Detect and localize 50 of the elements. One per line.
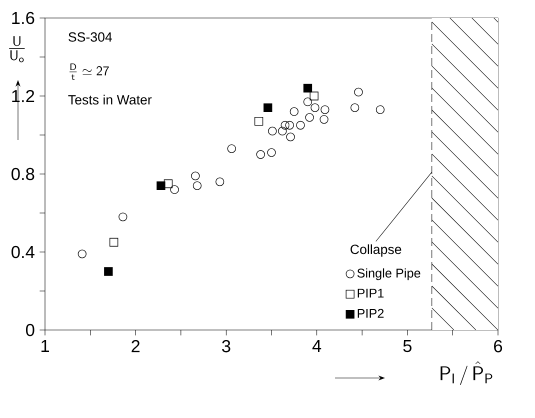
x-tick-label: 3: [222, 340, 230, 352]
x-tick-label: 5: [403, 340, 412, 352]
legend-label: PIP1: [358, 288, 384, 298]
x-tick-label: 2: [132, 340, 140, 352]
point: [376, 105, 385, 114]
point: [354, 88, 363, 96]
annotation: Tests in Water: [68, 94, 152, 104]
annotation: SS-304: [68, 32, 112, 42]
point: [256, 150, 265, 159]
x-axis-title: $\mathsf{P_I} \,/\, \hat{\mathsf{P}}_\mathsf{P}$: [440, 361, 492, 385]
y-tick-label: 0: [26, 324, 34, 336]
point: [118, 212, 128, 222]
y-tick-label: 1.6: [12, 12, 34, 24]
annotation: Collapse: [350, 244, 402, 257]
x-tick-label: 4: [312, 340, 322, 352]
legend-label: Single Pipe: [357, 268, 420, 280]
y-tick-label: 1.2: [12, 90, 34, 102]
point: [280, 120, 290, 130]
point: [104, 267, 113, 276]
point: [268, 126, 277, 136]
point: [164, 179, 173, 188]
point: [290, 107, 298, 116]
x-tick-label: 1: [42, 340, 49, 352]
point: [227, 144, 236, 153]
point: [254, 117, 264, 126]
point: [216, 177, 224, 186]
annotation: $\frac{\mathsf{D}}{\mathsf{t}} \simeq \mathsf{27}$: [70, 64, 109, 80]
y-tick-label: 0.8: [12, 168, 34, 180]
point: [278, 126, 287, 136]
point: [305, 113, 314, 122]
point: [296, 120, 305, 130]
point: [78, 250, 86, 258]
point: [286, 132, 295, 142]
point: [320, 115, 328, 124]
point: [170, 185, 179, 194]
point: [191, 172, 200, 180]
y-tick-label: 0.4: [12, 246, 34, 258]
y-axis-title: $\frac{\mathsf{U}}{\mathsf{U_o}}$: [9, 36, 25, 62]
point: [264, 103, 272, 112]
point: [267, 148, 276, 157]
point: [303, 84, 312, 93]
x-tick-label: 6: [494, 340, 502, 352]
point: [310, 103, 320, 112]
point: [192, 181, 202, 190]
point: [320, 105, 330, 114]
point: [110, 238, 118, 247]
legend-label: PIP2: [358, 308, 384, 318]
point: [350, 103, 360, 112]
point: [285, 120, 294, 130]
point: [156, 181, 166, 190]
